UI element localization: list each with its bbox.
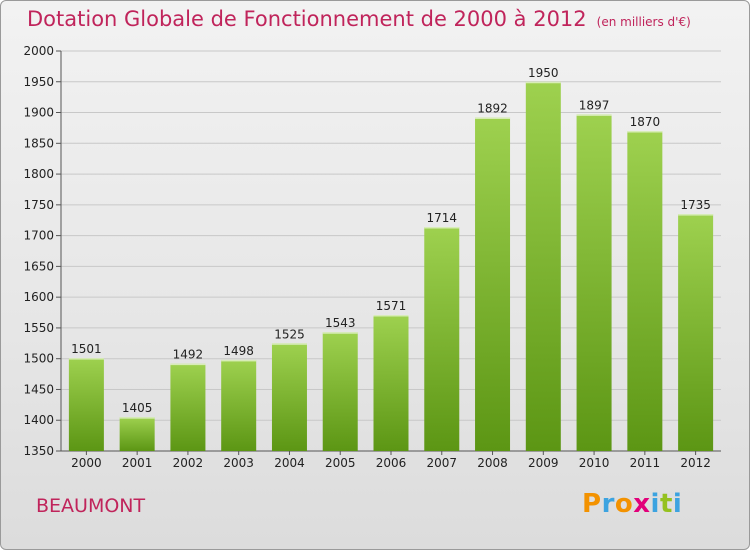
x-tick-labels: 2000 2001 2002 2003 2004 2005 2006 2007 2008 2009… bbox=[71, 456, 711, 470]
y-tick-label: 2000 bbox=[23, 44, 54, 58]
x-tick-label-2012: 2012 bbox=[680, 456, 711, 470]
bar-highlight bbox=[678, 214, 714, 216]
logo-letter: i bbox=[650, 489, 660, 519]
y-tick-labels: 1350 1400 1450 1500 1550 1600 1650 1700 1750 1800… bbox=[23, 44, 54, 458]
x-tick-label-2004: 2004 bbox=[274, 456, 305, 470]
value-label-2007: 1714 bbox=[426, 211, 457, 225]
y-tick-label: 1700 bbox=[23, 229, 54, 243]
bar-highlight bbox=[373, 315, 409, 317]
bar-highlight bbox=[170, 363, 206, 366]
value-label-2008: 1892 bbox=[477, 101, 508, 115]
y-tick-label: 1950 bbox=[23, 75, 54, 89]
bar-highlight bbox=[221, 359, 257, 362]
bar-highlight bbox=[525, 81, 561, 84]
x-tick-label-2011: 2011 bbox=[630, 456, 661, 470]
unit-note: (en milliers d'€) bbox=[596, 15, 691, 29]
y-tick-label: 1850 bbox=[23, 136, 54, 150]
value-label-2010: 1897 bbox=[579, 98, 610, 112]
bar-2003 bbox=[221, 359, 257, 451]
y-tick-label: 1550 bbox=[23, 321, 54, 335]
logo-letter: r bbox=[601, 489, 615, 519]
proxiti-logo: Proxiti bbox=[582, 489, 682, 519]
y-tick-label: 1600 bbox=[23, 290, 54, 304]
x-tick-label-2005: 2005 bbox=[325, 456, 356, 470]
x-tick-label-2000: 2000 bbox=[71, 456, 102, 470]
y-tick-label: 1450 bbox=[23, 382, 54, 396]
bar-highlight bbox=[475, 117, 511, 119]
value-label-2011: 1870 bbox=[630, 115, 661, 129]
value-label-2002: 1492 bbox=[173, 348, 204, 362]
logo-letter: P bbox=[582, 489, 602, 519]
bar-highlight bbox=[424, 227, 460, 229]
chart-title: Dotation Globale de Fonctionnement de 20… bbox=[27, 7, 691, 31]
value-label-2005: 1543 bbox=[325, 316, 356, 330]
logo-letter: o bbox=[614, 489, 634, 519]
bar-2004 bbox=[271, 343, 307, 451]
y-tick-label: 1750 bbox=[23, 198, 54, 212]
bar-2005 bbox=[322, 332, 358, 451]
bar-2000 bbox=[68, 358, 104, 451]
value-label-2006: 1571 bbox=[376, 299, 407, 313]
y-tick-label: 1500 bbox=[23, 352, 54, 366]
bar-2002 bbox=[170, 363, 206, 451]
logo-letter: x bbox=[633, 489, 651, 519]
value-label-2009: 1950 bbox=[528, 66, 559, 80]
y-tick-label: 1650 bbox=[23, 259, 54, 273]
x-tick-label-2007: 2007 bbox=[426, 456, 457, 470]
x-tick-label-2009: 2009 bbox=[528, 456, 559, 470]
value-label-2004: 1525 bbox=[274, 327, 305, 341]
bar-highlight bbox=[271, 343, 307, 345]
bar-2010 bbox=[576, 114, 612, 451]
commune-name: BEAUMONT bbox=[36, 495, 146, 517]
x-tick-label-2006: 2006 bbox=[376, 456, 407, 470]
bar-highlight bbox=[68, 358, 104, 360]
value-labels: 1501 1405 1492 1498 1525 1543 1571 1714 1892 1950… bbox=[71, 66, 711, 415]
x-tick-label-2008: 2008 bbox=[477, 456, 508, 470]
bar-2012 bbox=[678, 214, 714, 451]
bar-2008 bbox=[475, 117, 511, 451]
y-tick-label: 1800 bbox=[23, 167, 54, 181]
bar-2011 bbox=[627, 131, 663, 451]
bar-highlight bbox=[322, 332, 358, 334]
x-tick-label-2002: 2002 bbox=[173, 456, 204, 470]
y-tick-label: 1350 bbox=[23, 444, 54, 458]
title-text: Dotation Globale de Fonctionnement de 20… bbox=[27, 7, 587, 31]
bar-2006 bbox=[373, 315, 409, 451]
bar-2001 bbox=[119, 417, 155, 451]
logo-letter: i bbox=[672, 489, 683, 519]
value-label-2000: 1501 bbox=[71, 342, 102, 356]
value-label-2003: 1498 bbox=[223, 344, 254, 358]
bars bbox=[68, 81, 714, 452]
bar-2009 bbox=[525, 81, 561, 452]
y-tick-label: 1900 bbox=[23, 106, 54, 120]
bar-2007 bbox=[424, 227, 460, 451]
value-label-2012: 1735 bbox=[680, 198, 711, 212]
bar-highlight bbox=[627, 131, 663, 133]
value-label-2001: 1405 bbox=[122, 401, 153, 415]
x-tick-label-2003: 2003 bbox=[223, 456, 254, 470]
y-tick-label: 1400 bbox=[23, 413, 54, 427]
bar-highlight bbox=[119, 417, 155, 419]
x-tick-label-2001: 2001 bbox=[122, 456, 153, 470]
x-tick-label-2010: 2010 bbox=[579, 456, 610, 470]
bar-highlight bbox=[576, 114, 612, 116]
logo-letter: t bbox=[659, 489, 673, 519]
